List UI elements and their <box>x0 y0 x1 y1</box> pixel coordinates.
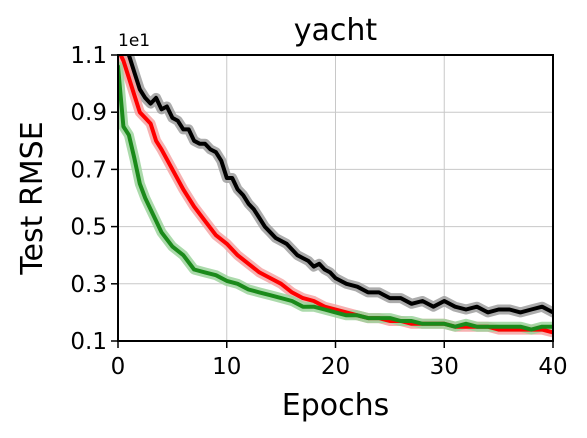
x-tick-label: 20 <box>321 354 350 380</box>
x-tick-label: 0 <box>111 354 126 380</box>
y-tick-label: 1.1 <box>70 43 107 69</box>
y-tick-label: 0.7 <box>70 157 107 183</box>
y-axis-offset-label: 1e1 <box>118 31 150 51</box>
x-axis-label: Epochs <box>282 388 390 423</box>
series-line-1 <box>126 55 553 315</box>
y-tick-label: 0.5 <box>70 215 107 241</box>
y-tick-label: 0.1 <box>70 329 107 355</box>
x-tick-label: 10 <box>212 354 241 380</box>
y-axis-label: Test RMSE <box>15 121 50 275</box>
y-tick-label: 0.3 <box>70 272 107 298</box>
series-line-3 <box>118 64 553 332</box>
y-tick-label: 0.9 <box>70 100 107 126</box>
line-layer <box>118 55 553 335</box>
x-tick-label: 40 <box>538 354 567 380</box>
tick-layer: 0 10 20 30 40 0.1 0.3 0.5 0.7 0.9 1.1 <box>70 43 567 380</box>
x-tick-label: 30 <box>430 354 459 380</box>
chart-title: yacht <box>294 13 378 48</box>
